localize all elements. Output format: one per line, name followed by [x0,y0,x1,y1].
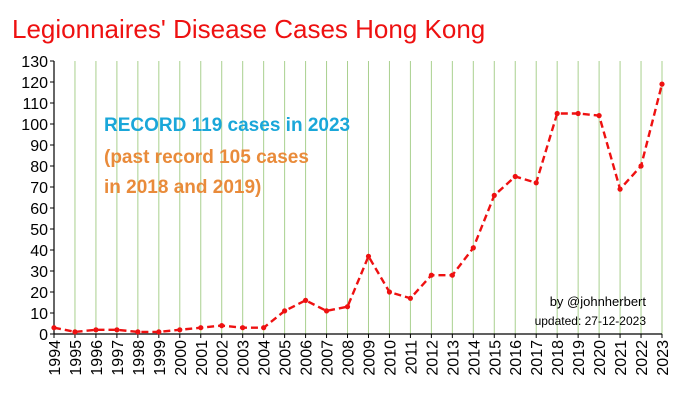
x-tick-label: 2015 [487,340,504,376]
y-tick-labels: 0 10 20 30 40 50 60 70 80 90 100 110 120 130 [21,54,48,344]
credit-label: by @johnherbert [550,294,647,309]
x-tick-label: 2016 [508,340,525,376]
y-tick-label: 110 [22,96,48,113]
x-tick-label: 2023 [655,340,672,376]
x-tick-label: 1994 [47,340,64,376]
data-point [302,297,309,303]
y-tick-label: 50 [30,222,48,239]
y-tick-label: 80 [30,159,48,176]
y-tick-label: 60 [30,201,48,218]
x-tick-label: 2014 [466,340,483,376]
x-tick-label: 2005 [278,340,295,376]
x-tick-label: 2010 [382,340,399,376]
data-point [638,163,644,169]
data-point [407,295,414,301]
annotation-past-record: (past record 105 cases [104,147,309,168]
x-tick-label: 1995 [68,340,85,376]
x-tick-labels: 1994 1995 1996 1997 1998 1999 2000 2001 2002 2003… [47,340,672,376]
data-point [491,192,497,198]
data-point [617,186,623,192]
data-point [240,325,246,331]
x-tick-label: 2012 [424,340,441,376]
x-tick-label: 2017 [529,340,546,376]
x-tick-label: 2011 [403,340,420,375]
y-tick-label: 40 [30,243,48,260]
x-tick-label: 2013 [445,340,462,376]
y-tick-label: 0 [39,327,48,344]
data-point [219,323,225,329]
data-point [428,272,434,278]
data-point [114,327,120,333]
data-point [51,325,57,331]
x-tick-label: 2022 [634,340,651,376]
series-cases [51,81,665,335]
x-tick-label: 2008 [341,340,358,376]
data-point [323,308,330,314]
annotations: RECORD 119 cases in 2023 (past record 10… [104,115,646,328]
series-line [53,83,664,334]
gridlines [74,61,663,334]
axes [50,60,663,338]
data-point [386,289,393,295]
x-tick-label: 2021 [613,340,630,376]
y-tick-label: 10 [30,306,48,323]
data-point [554,110,560,117]
y-tick-label: 100 [21,117,48,134]
x-tick-label: 2009 [361,340,378,376]
x-tick-label: 1996 [89,340,106,376]
data-point [596,113,602,119]
y-tick-label: 90 [30,138,48,155]
data-point [156,329,162,335]
data-point [575,110,581,117]
data-point [470,245,476,251]
data-point [93,327,99,333]
data-point [449,272,455,278]
x-tick-label: 2001 [194,340,211,376]
y-tick-label: 130 [21,54,48,71]
data-point [177,327,183,333]
data-point [261,325,267,331]
annotation-record: RECORD 119 cases in 2023 [104,115,350,136]
y-tick-label: 30 [30,264,48,281]
data-point [198,325,204,331]
y-tick-label: 70 [30,180,48,197]
y-tick-label: 120 [21,75,48,92]
annotation-past-record-years: in 2018 and 2019) [104,177,261,198]
x-tick-label: 2000 [173,340,190,376]
data-point [282,308,288,314]
x-tick-label: 1999 [152,340,169,376]
data-point [659,81,665,87]
x-tick-label: 1997 [110,340,127,376]
data-point [365,253,372,259]
x-tick-label: 2007 [320,340,337,376]
data-point [533,180,539,186]
x-tick-label: 2003 [236,340,253,376]
data-point [72,329,78,335]
x-tick-label: 2019 [571,340,588,376]
updated-label: updated: 27-12-2023 [535,314,647,328]
x-tick-label: 1998 [131,340,148,376]
x-tick-label: 2002 [215,340,232,376]
data-point [135,329,141,335]
x-tick-label: 2004 [257,340,274,376]
x-tick-label: 2020 [592,340,609,376]
y-tick-label: 20 [30,285,48,302]
data-point [344,304,351,310]
x-tick-label: 2018 [550,340,567,376]
chart-title: Legionnaires' Disease Cases Hong Kong [12,14,485,44]
x-tick-label: 2006 [299,340,316,376]
data-point [512,173,518,180]
